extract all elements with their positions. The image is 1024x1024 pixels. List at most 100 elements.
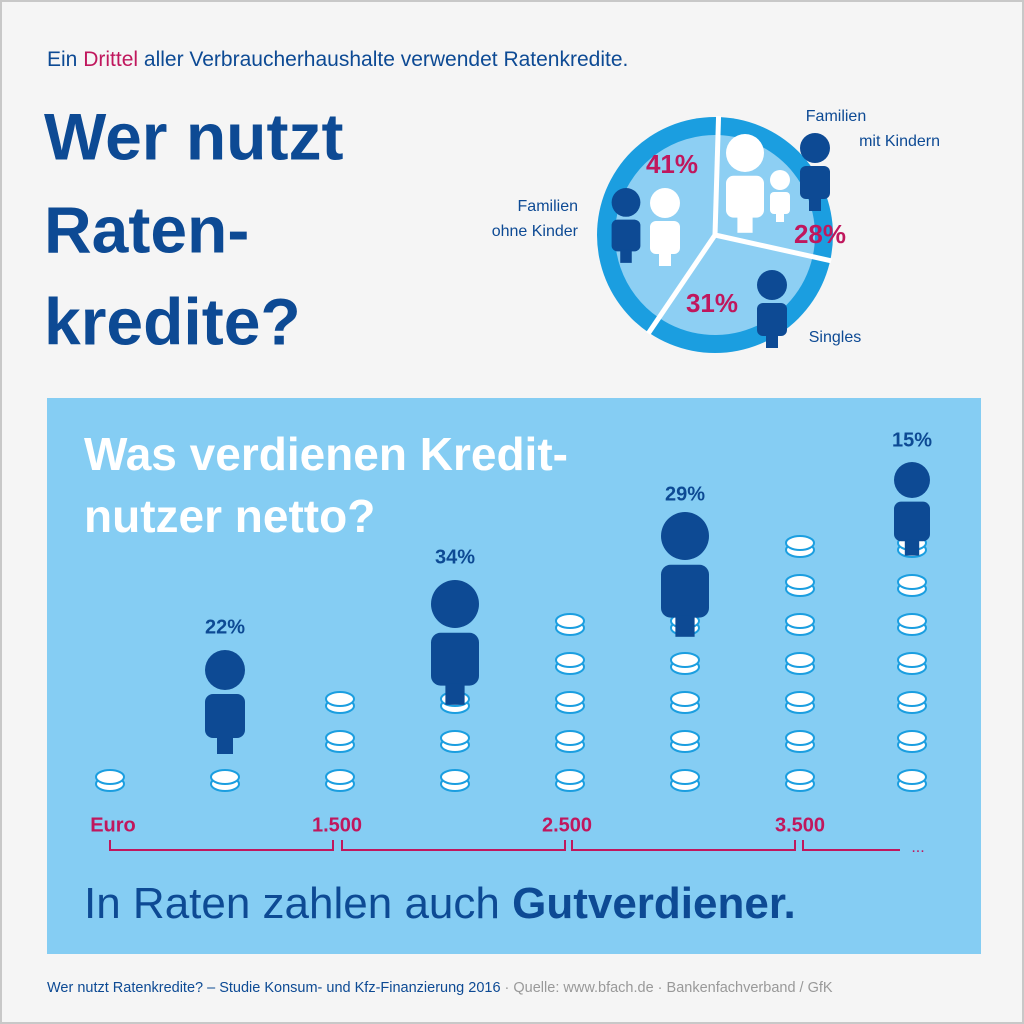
axis-label: 3.500 (775, 814, 825, 836)
value-label: 29% (665, 483, 705, 505)
value-label: 34% (435, 546, 475, 568)
icon-body (757, 303, 787, 336)
coin (670, 691, 700, 707)
intro: Ein Drittel aller Verbraucherhaushalte v… (47, 48, 628, 71)
person-icon (726, 134, 764, 233)
icon-leg (904, 539, 920, 556)
title-line: Raten- (44, 192, 249, 266)
coin (897, 613, 927, 629)
coin (897, 769, 927, 785)
coin (670, 730, 700, 746)
value-label: 22% (205, 616, 245, 638)
pie-separator (712, 115, 722, 236)
icon-head (611, 188, 641, 217)
coin (785, 652, 815, 668)
person-icon (205, 650, 245, 754)
slogan-plain: In Raten zahlen auch (84, 879, 500, 928)
icon-leg (445, 683, 465, 705)
coin (555, 652, 585, 668)
title-line: kredite? (44, 284, 301, 358)
coin (897, 574, 927, 590)
coin (555, 691, 585, 707)
icon-head (431, 580, 479, 628)
icon-leg (659, 252, 671, 266)
bracket (571, 840, 796, 851)
coin (555, 730, 585, 746)
icon-body (661, 564, 709, 618)
icon-body (770, 192, 790, 214)
icon-leg (766, 334, 778, 348)
icon-leg (675, 615, 695, 637)
source-rest: · Quelle: www.bfach.de · Bankenfachverba… (505, 980, 833, 996)
bracket (802, 840, 900, 851)
icon-head (650, 188, 680, 218)
coin (440, 769, 470, 785)
pie-category-label: Singles (809, 329, 861, 346)
icon-leg (620, 249, 632, 263)
icon-body (800, 166, 830, 199)
value-label: 15% (892, 429, 932, 451)
icon-body (431, 632, 479, 686)
axis-label: 1.500 (312, 814, 362, 836)
person-icon (661, 512, 709, 637)
icon-body (611, 219, 641, 252)
slogan-bold: Gutverdiener. (512, 879, 796, 928)
icon-leg (809, 197, 821, 211)
icon-head (800, 133, 830, 163)
pie-category-label: Familien (518, 198, 578, 215)
intro-highlight: Drittel (83, 48, 138, 71)
coin (785, 730, 815, 746)
axis-label: ... (911, 839, 924, 856)
icon-leg (737, 215, 753, 233)
coin (785, 574, 815, 590)
coin (897, 730, 927, 746)
coin (897, 652, 927, 668)
coin (670, 652, 700, 668)
pie-separator (646, 233, 718, 335)
pie-category-label: ohne Kinder (492, 223, 579, 240)
person-icon (757, 270, 787, 348)
icon-leg (776, 213, 784, 222)
coin (897, 691, 927, 707)
bracket (109, 840, 334, 851)
coin (325, 691, 355, 707)
person-icon (770, 170, 790, 222)
coin (785, 613, 815, 629)
coin (670, 769, 700, 785)
intro-after: aller Verbraucherhaushalte verwendet Rat… (144, 48, 628, 71)
pie-value-label: 41% (646, 149, 698, 179)
pie-value-label: 28% (794, 219, 846, 249)
pie-separator (714, 232, 832, 264)
panel (47, 398, 981, 954)
pie-category-label: mit Kindern (859, 133, 940, 150)
pie-value-label: 31% (686, 288, 738, 318)
icon-body (205, 694, 245, 738)
coin (325, 769, 355, 785)
pie-category-label: Familien (806, 108, 866, 125)
icon-body (726, 175, 764, 218)
axis-label: Euro (90, 814, 136, 836)
coin (555, 613, 585, 629)
icon-leg (217, 736, 233, 754)
icon-head (726, 134, 764, 172)
person-icon (894, 462, 930, 556)
coin (440, 730, 470, 746)
person-icon (650, 188, 680, 266)
coin (95, 769, 125, 785)
icon-head (205, 650, 245, 690)
person-icon (611, 188, 641, 263)
title-line: Wer nutzt (44, 99, 343, 173)
icon-body (894, 501, 930, 542)
icon-head (894, 462, 930, 498)
icon-head (757, 270, 787, 300)
slogan: In Raten zahlen auch Gutverdiener. (84, 879, 796, 928)
coin (785, 535, 815, 551)
coin (785, 769, 815, 785)
source: Wer nutzt Ratenkredite? – Studie Konsum-… (47, 980, 833, 996)
person-icon (800, 133, 830, 211)
bracket (341, 840, 566, 851)
coin (785, 691, 815, 707)
coin (210, 769, 240, 785)
